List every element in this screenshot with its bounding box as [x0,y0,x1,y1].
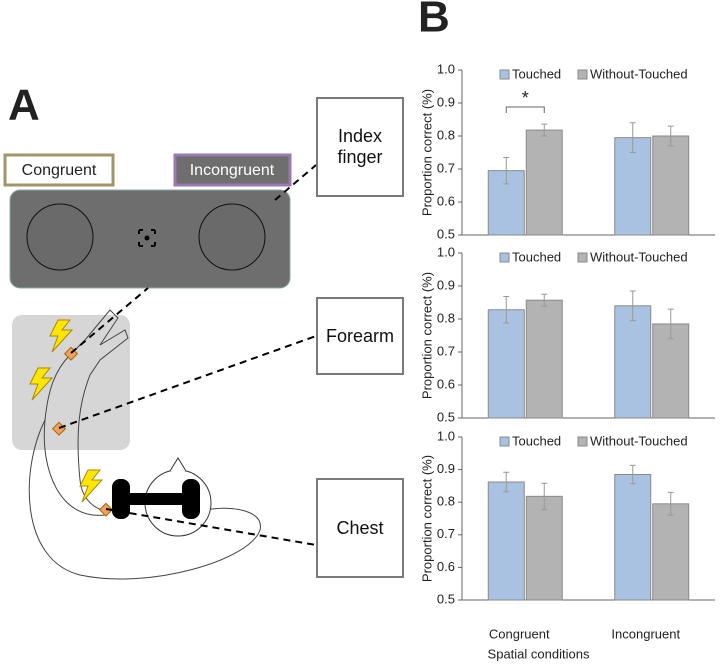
nose [169,457,187,472]
y-tick-label: 0.6 [437,193,455,208]
shock [49,319,74,353]
incongruent-label: Incongruent [190,162,275,179]
bar [525,299,563,419]
arm [43,309,129,516]
legend-label: Touched [512,249,561,264]
incongruent-box [173,153,292,187]
body [28,419,261,580]
legend-label: Touched [512,66,561,81]
legend-label: Touched [512,433,561,448]
y-tick-label: 0.9 [437,94,455,109]
x-tick-label: Congruent [489,626,550,641]
fixation-frame [138,229,156,247]
bar [652,323,690,419]
error-bar [541,123,548,137]
bar [614,473,652,601]
shock [79,469,104,503]
y-tick-label: 0.7 [437,343,455,358]
bar [525,129,563,236]
congruent-box [3,153,115,187]
bar [614,305,652,419]
bar [487,481,525,601]
panel-label: A [8,81,40,130]
bar [652,135,690,236]
y-axis-label: Proportion correct (%) [419,89,434,216]
headphone [128,493,184,505]
legend-swatch [499,436,510,447]
y-axis-label: Proportion correct (%) [419,455,434,582]
legend-swatch [577,69,588,80]
error-bar [503,156,510,185]
y-tick-label: 0.8 [437,494,455,509]
stimulus [26,203,94,271]
site-box: Index finger [316,97,404,197]
y-tick-label: 0.9 [437,461,455,476]
x-axis-label: Spatial conditions [488,646,590,661]
headphone [182,479,200,519]
y-tick-label: 1.0 [437,428,455,443]
legend-swatch [577,252,588,263]
bar [487,309,525,419]
y-tick-label: 0.8 [437,310,455,325]
legend-label: Without-Touched [590,249,688,264]
connector [58,164,317,546]
error-bar [667,491,674,516]
error-bar [667,308,674,340]
y-tick-label: 0.7 [437,160,455,175]
headphone [112,479,130,519]
legend-swatch [499,252,510,263]
y-tick-label: 0.5 [437,226,455,241]
error-bar [541,482,548,510]
stimulus [198,203,266,271]
shock [29,367,54,401]
legend-label: Without-Touched [590,66,688,81]
x-tick-label: Incongruent [611,626,680,641]
y-tick-label: 1.0 [437,244,455,259]
error-bar [541,293,548,307]
fixation [144,235,150,241]
legend-swatch [499,69,510,80]
y-tick-label: 0.9 [437,277,455,292]
y-tick-label: 0.7 [437,526,455,541]
bar [525,495,563,601]
y-axis-label: Proportion correct (%) [419,272,434,399]
y-tick-label: 0.5 [437,591,455,606]
site-marker [51,421,67,436]
bracket [505,106,545,113]
y-tick-label: 1.0 [437,61,455,76]
site-box: Forearm [316,297,404,375]
legend-label: Without-Touched [590,433,688,448]
error-bar [629,464,636,485]
bar [487,170,525,236]
bar [614,137,652,236]
y-tick-label: 0.5 [437,409,455,424]
error-bar [503,296,510,324]
error-bar [503,471,510,493]
error-bar [629,290,636,322]
error-bar [629,122,636,153]
hand-area [12,315,130,450]
y-tick-label: 0.6 [437,559,455,574]
congruent-label: Congruent [22,162,97,179]
site-box: Chest [316,478,404,578]
error-bar [667,125,674,147]
panel-label: B [418,0,450,42]
y-tick-label: 0.8 [437,127,455,142]
y-tick-label: 0.6 [437,376,455,391]
bar [652,503,690,601]
annotation: * [522,88,529,108]
legend-swatch [577,436,588,447]
